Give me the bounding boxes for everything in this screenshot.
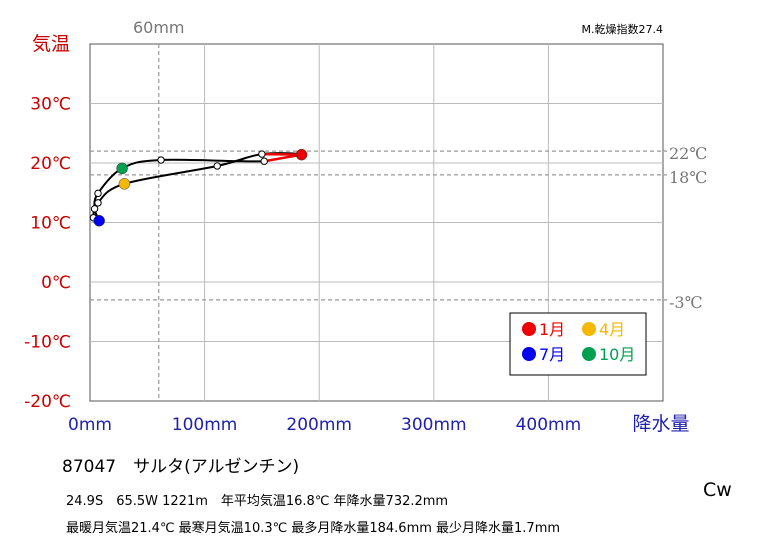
x-tick-label: 200mm	[286, 415, 352, 435]
month-point-4	[118, 178, 131, 190]
month-point-2	[258, 150, 266, 158]
month-point-9	[94, 189, 102, 198]
legend-marker	[582, 347, 596, 361]
x-tick-label: 300mm	[401, 415, 467, 435]
ref-label-temp: 18℃	[669, 168, 707, 187]
x-tick-label: 400mm	[516, 415, 582, 435]
legend-marker	[522, 347, 536, 361]
y-tick-label: 0℃	[41, 273, 71, 293]
climograph-start-segment	[261, 152, 302, 156]
ref-label-temp: 22℃	[669, 144, 707, 163]
x-tick-label: 100mm	[172, 415, 238, 435]
month-point-1	[295, 148, 308, 161]
month-point-11	[157, 156, 165, 164]
dryness-index-label: M.乾燥指数27.4	[582, 22, 663, 36]
legend-label: 10月	[599, 345, 635, 364]
y-tick-label: 10℃	[30, 214, 71, 234]
y-tick-label: -20℃	[24, 392, 71, 412]
ref-label-60mm: 60mm	[133, 18, 185, 37]
month-point-7	[93, 214, 105, 227]
y-unit-label: 気温	[32, 33, 70, 55]
legend-label: 1月	[539, 320, 565, 339]
station-info-line2: 最暖月気温21.4℃ 最寒月気温10.3℃ 最多月降水量184.6mm 最少月降…	[66, 521, 561, 536]
legend-label: 7月	[539, 345, 565, 364]
month-point-12	[260, 157, 268, 165]
legend-marker	[522, 322, 536, 336]
station-title: 87047 サルタ(アルゼンチン)	[62, 457, 300, 477]
y-tick-label: -10℃	[24, 333, 71, 353]
month-point-5	[94, 199, 102, 207]
x-unit-label: 降水量	[632, 413, 689, 435]
ref-label-temp: -3℃	[669, 293, 702, 312]
month-point-8	[90, 205, 99, 213]
month-point-3	[213, 162, 221, 170]
y-tick-label: 20℃	[30, 154, 71, 174]
x-tick-label: 0mm	[68, 415, 112, 435]
month-point-10	[116, 162, 128, 175]
station-info-line1: 24.9S 65.5W 1221m 年平均気温16.8℃ 年降水量732.2mm	[66, 494, 449, 509]
legend-label: 4月	[599, 320, 625, 339]
y-tick-label: 30℃	[30, 95, 71, 115]
legend-marker	[582, 322, 596, 336]
climate-class: Cw	[703, 479, 732, 501]
